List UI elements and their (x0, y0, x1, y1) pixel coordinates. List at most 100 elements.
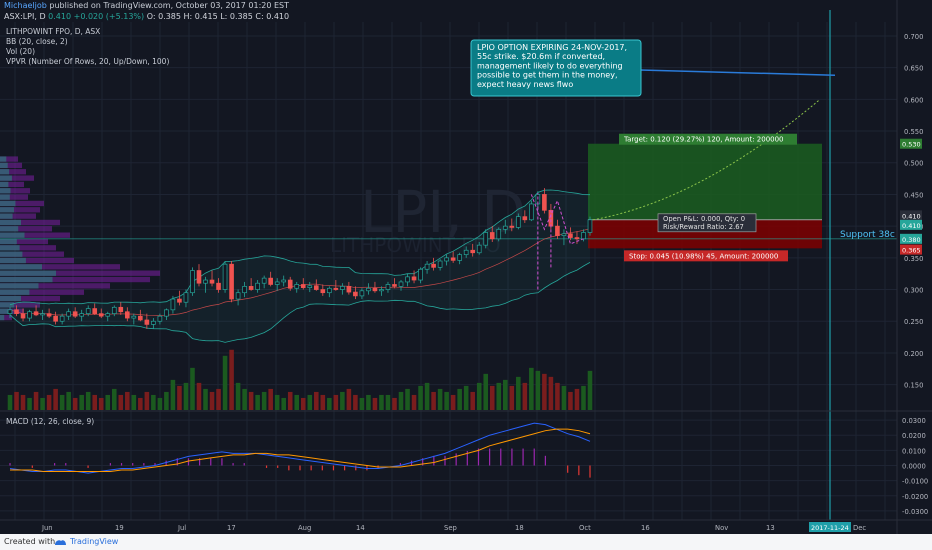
time-tick-label: 14 (356, 524, 365, 532)
candle-body (340, 286, 345, 290)
candle-body (418, 268, 423, 281)
vpvr-histogram (0, 156, 160, 321)
expiry-date-tag-box (809, 522, 851, 532)
candle-body (509, 225, 515, 228)
volume-bar (496, 382, 502, 410)
vpvr-bar (0, 188, 30, 194)
vpvr-bar (0, 257, 74, 264)
time-tick-label: 18 (515, 524, 524, 532)
volume-bar (268, 388, 273, 410)
candle-body (411, 276, 417, 281)
volume-bar (125, 391, 130, 410)
indicator-label-vol[interactable]: Vol (20) (6, 47, 36, 56)
volume-bar (59, 394, 65, 410)
grid-lines (0, 22, 897, 520)
price-tick-label: 0.350 (904, 255, 923, 263)
indicator-label-vpvr[interactable]: VPVR (Number Of Rows, 20, Up/Down, 100) (6, 57, 170, 66)
volume-bar (457, 388, 462, 410)
stop-label-box (624, 250, 788, 262)
vpvr-bar-up (0, 308, 9, 314)
price-tick-label: 0.650 (904, 65, 923, 73)
volume-bar (164, 391, 169, 410)
candle-body (476, 244, 482, 254)
volume-bar (111, 388, 117, 410)
volume-bar (261, 391, 267, 410)
candle-body (46, 313, 52, 317)
footer-bar: Created with TradingView (0, 534, 932, 550)
quote-line: ASX:LPI, D 0.410 +0.020 (+5.13%) O: 0.38… (4, 12, 289, 21)
candle-body (587, 219, 593, 233)
vpvr-bar (0, 238, 48, 245)
indicator-label-symbol[interactable]: LITHPOWINT FPO, D, ASX (6, 27, 101, 36)
candle-body (222, 263, 228, 290)
note-text-line: management likely to do everything (477, 61, 623, 70)
volume-bar (424, 382, 430, 410)
author-link[interactable]: Michaeljob (4, 1, 47, 10)
volume-bar (274, 394, 280, 410)
indicator-label-bb[interactable]: BB (20, close, 2) (6, 37, 68, 46)
support-price-tag: 0.380 (902, 236, 921, 244)
candle-body (502, 225, 508, 230)
tradingview-brand[interactable]: TradingView (70, 537, 119, 546)
time-tick-label: Aug (298, 524, 311, 532)
macd-tick-label: -0.0200 (902, 493, 928, 501)
vpvr-bar-up (0, 194, 10, 200)
vpvr-bar-up (0, 226, 19, 232)
candle-body (555, 225, 560, 237)
candle-body (320, 289, 326, 294)
stop-price-tag-box (900, 244, 922, 255)
volume-bar (235, 382, 241, 410)
candle-body (144, 319, 150, 325)
volume-bar (222, 355, 228, 410)
vpvr-bar-up (0, 270, 56, 276)
candle-body (424, 263, 430, 270)
candle-body (379, 289, 384, 292)
vpvr-bar-up (0, 219, 21, 226)
risk-reward-label: Risk/Reward Ratio: 2.67 (663, 223, 744, 231)
indicator-label-macd[interactable]: MACD (12, 26, close, 9) (6, 417, 95, 426)
vpvr-bar (0, 156, 18, 162)
candle-body (437, 260, 443, 268)
volume-bar (418, 385, 423, 410)
vpvr-bar (0, 194, 28, 200)
candle-body (14, 309, 19, 314)
volume-bar (27, 397, 32, 410)
vpvr-bar-up (0, 302, 14, 308)
volume-bar (209, 391, 215, 410)
candle-body (138, 315, 143, 321)
vpvr-bar-up (0, 283, 39, 289)
candle-body (79, 313, 84, 317)
tradingview-logo-icon (55, 540, 66, 545)
volume-bar (431, 391, 436, 410)
vpvr-bar-up (0, 188, 11, 194)
candle-body (359, 290, 365, 297)
vpvr-bar (0, 289, 84, 295)
volume-bar (196, 382, 202, 410)
volume-bar (190, 367, 195, 410)
time-tick-label: Oct (579, 524, 591, 532)
candle-body (516, 216, 521, 228)
vpvr-bar-up (0, 264, 42, 270)
macd-line (9, 422, 591, 474)
candle-body (111, 306, 117, 314)
candle-body (124, 311, 130, 319)
vpvr-bar (0, 264, 120, 270)
candle-body (20, 313, 26, 319)
volume-bar (522, 382, 528, 410)
volume-bar (314, 391, 319, 410)
volume-bar (177, 385, 182, 410)
candle-body (164, 309, 169, 317)
volume-bar (561, 385, 567, 410)
vpvr-bar (0, 207, 40, 213)
volume-bar (7, 394, 13, 410)
volume-bar (105, 394, 111, 410)
candle-body (242, 286, 247, 294)
vpvr-bar (0, 302, 40, 308)
volume-bar (516, 376, 521, 410)
volume-bar (72, 397, 78, 410)
candle-body (398, 281, 404, 287)
bollinger-lower (9, 262, 591, 343)
volume-bar (411, 394, 417, 410)
publish-info: Michaeljob published on TradingView.com,… (4, 1, 289, 10)
